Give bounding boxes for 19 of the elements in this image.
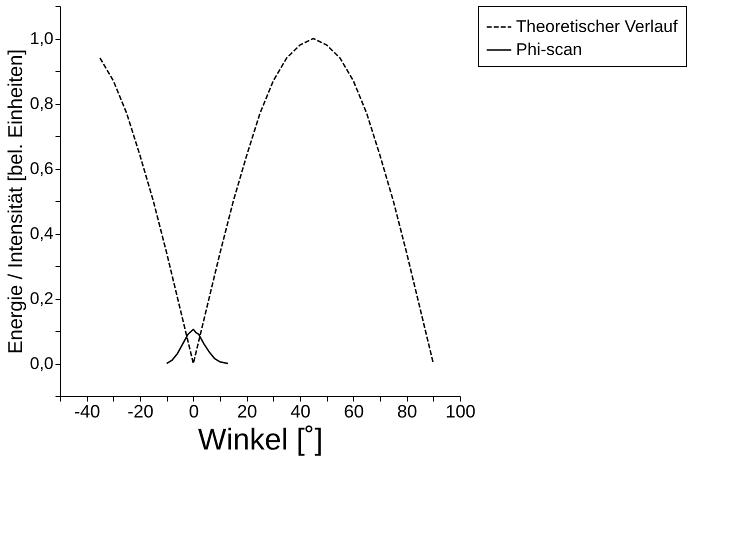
y-axis-title: Energie / Intensität [bel. Einheiten]	[4, 49, 27, 354]
y-tick-label: 0,4	[30, 224, 54, 243]
x-tick-label: 80	[397, 402, 418, 422]
y-tick-label: 1,0	[30, 29, 54, 48]
x-axis-title: Winkel [˚]	[198, 424, 324, 456]
x-tick-label: 20	[237, 402, 258, 422]
legend-label: Theoretischer Verlauf	[516, 17, 678, 36]
legend-label: Phi-scan	[516, 40, 582, 59]
y-tick-label: 0,8	[30, 94, 54, 113]
y-tick-label: 0,6	[30, 159, 54, 178]
y-tick-label: 0,2	[30, 289, 54, 308]
x-tick-label: -40	[74, 402, 100, 422]
line-series	[99, 38, 434, 364]
x-tick-label: -20	[127, 402, 154, 422]
x-tick-label: 40	[290, 402, 311, 422]
x-tick-label: 0	[188, 402, 199, 422]
y-tick-label: 0,0	[30, 354, 54, 373]
x-tick-label: 60	[344, 402, 364, 422]
x-tick-label: 100	[445, 402, 476, 422]
